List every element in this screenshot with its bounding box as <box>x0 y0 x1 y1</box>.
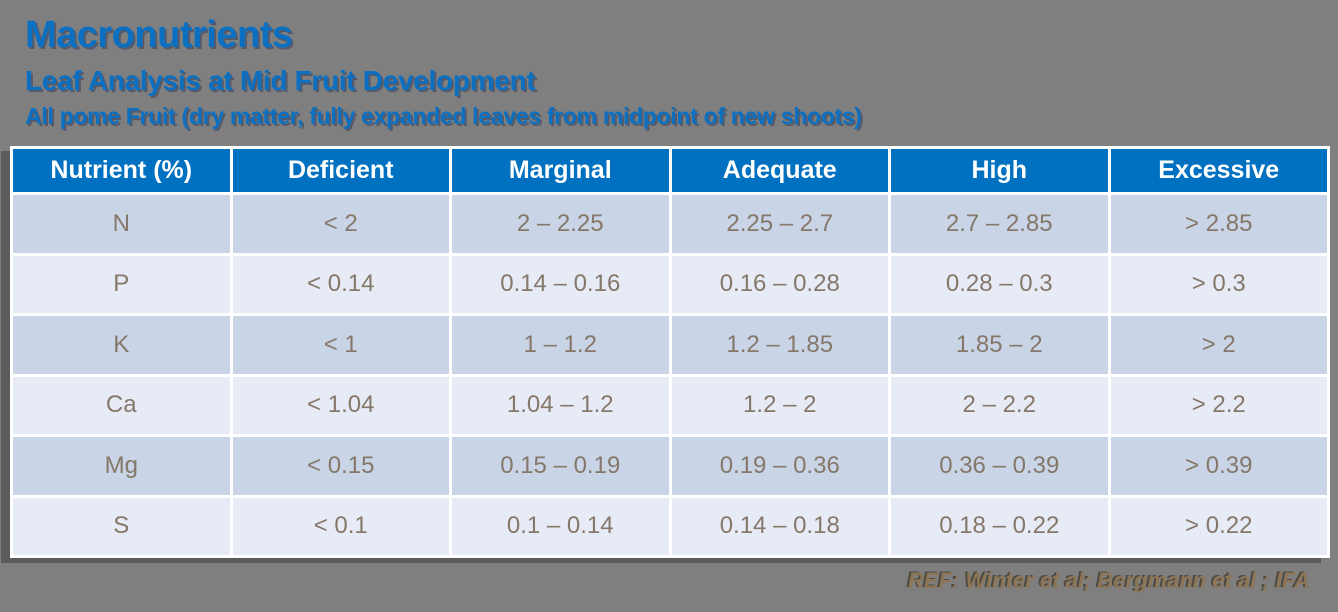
table-row-p: P < 0.14 0.14 – 0.16 0.16 – 0.28 0.28 – … <box>10 252 1330 316</box>
table-row-ca: Ca < 1.04 1.04 – 1.2 1.2 – 2 2 – 2.2 > 2… <box>10 373 1330 437</box>
cell-nutrient: N <box>10 192 233 256</box>
cell-adequate: 0.14 – 0.18 <box>668 494 891 558</box>
cell-excessive: > 2.2 <box>1107 373 1330 437</box>
column-header-excessive: Excessive <box>1107 146 1330 195</box>
table-row-k: K < 1 1 – 1.2 1.2 – 1.85 1.85 – 2 > 2 <box>10 313 1330 377</box>
slide-subtitle: Leaf Analysis at Mid Fruit Development <box>25 64 536 96</box>
table-header-row: Nutrient (%) Deficient Marginal Adequate… <box>10 146 1330 195</box>
cell-excessive: > 0.39 <box>1107 434 1330 498</box>
reference-note: REF: Winter et al; Bergmann et al ; IFA <box>908 568 1310 593</box>
table-row-mg: Mg < 0.15 0.15 – 0.19 0.19 – 0.36 0.36 –… <box>10 434 1330 498</box>
cell-nutrient: K <box>10 313 233 377</box>
cell-adequate: 1.2 – 1.85 <box>668 313 891 377</box>
table-row-s: S < 0.1 0.1 – 0.14 0.14 – 0.18 0.18 – 0.… <box>10 494 1330 558</box>
cell-excessive: > 2.85 <box>1107 192 1330 256</box>
column-header-nutrient: Nutrient (%) <box>10 146 233 195</box>
cell-marginal: 0.14 – 0.16 <box>449 252 672 316</box>
nutrient-table: Nutrient (%) Deficient Marginal Adequate… <box>10 146 1330 558</box>
column-header-high: High <box>888 146 1111 195</box>
cell-high: 2 – 2.2 <box>888 373 1111 437</box>
cell-nutrient: Mg <box>10 434 233 498</box>
cell-deficient: < 1.04 <box>229 373 452 437</box>
cell-nutrient: Ca <box>10 373 233 437</box>
cell-high: 0.28 – 0.3 <box>888 252 1111 316</box>
cell-adequate: 2.25 – 2.7 <box>668 192 891 256</box>
cell-excessive: > 0.3 <box>1107 252 1330 316</box>
cell-marginal: 0.1 – 0.14 <box>449 494 672 558</box>
slide-title: Macronutrients <box>25 14 293 56</box>
cell-marginal: 0.15 – 0.19 <box>449 434 672 498</box>
cell-high: 0.18 – 0.22 <box>888 494 1111 558</box>
cell-deficient: < 0.1 <box>229 494 452 558</box>
cell-excessive: > 2 <box>1107 313 1330 377</box>
column-header-adequate: Adequate <box>668 146 891 195</box>
cell-adequate: 0.16 – 0.28 <box>668 252 891 316</box>
column-header-deficient: Deficient <box>229 146 452 195</box>
cell-marginal: 1 – 1.2 <box>449 313 672 377</box>
cell-adequate: 0.19 – 0.36 <box>668 434 891 498</box>
cell-deficient: < 1 <box>229 313 452 377</box>
cell-marginal: 1.04 – 1.2 <box>449 373 672 437</box>
cell-nutrient: S <box>10 494 233 558</box>
column-header-marginal: Marginal <box>449 146 672 195</box>
nutrient-table-container: Nutrient (%) Deficient Marginal Adequate… <box>10 146 1330 558</box>
slide-subtitle-detail: All pome Fruit (dry matter, fully expand… <box>25 102 862 129</box>
cell-marginal: 2 – 2.25 <box>449 192 672 256</box>
cell-high: 2.7 – 2.85 <box>888 192 1111 256</box>
cell-deficient: < 0.15 <box>229 434 452 498</box>
cell-adequate: 1.2 – 2 <box>668 373 891 437</box>
cell-high: 0.36 – 0.39 <box>888 434 1111 498</box>
slide-header: Macronutrients Leaf Analysis at Mid Frui… <box>25 14 862 129</box>
cell-deficient: < 2 <box>229 192 452 256</box>
cell-deficient: < 0.14 <box>229 252 452 316</box>
cell-high: 1.85 – 2 <box>888 313 1111 377</box>
table-row-n: N < 2 2 – 2.25 2.25 – 2.7 2.7 – 2.85 > 2… <box>10 192 1330 256</box>
cell-excessive: > 0.22 <box>1107 494 1330 558</box>
cell-nutrient: P <box>10 252 233 316</box>
